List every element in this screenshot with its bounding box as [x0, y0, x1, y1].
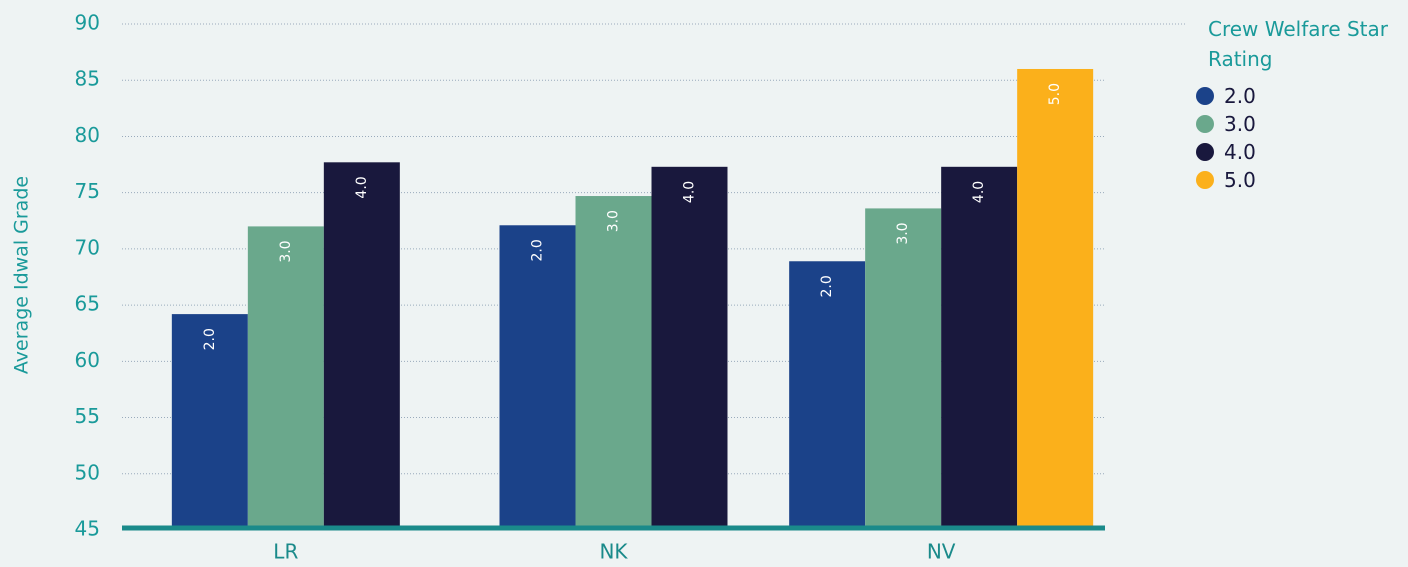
legend-swatch	[1196, 115, 1214, 133]
legend-item: 2.0	[1196, 82, 1408, 110]
legend-label: 2.0	[1224, 84, 1256, 108]
bar-label: 4.0	[354, 176, 370, 198]
y-tick-label: 60	[75, 348, 100, 372]
bar	[171, 314, 248, 530]
bar	[941, 166, 1018, 530]
y-tick-label: 90	[75, 11, 100, 35]
bar	[865, 208, 942, 531]
legend-label: 5.0	[1224, 168, 1256, 192]
x-tick-label: NV	[927, 540, 956, 564]
y-tick-label: 85	[75, 67, 100, 91]
y-tick-label: 70	[75, 235, 100, 259]
bar-label: 2.0	[819, 275, 835, 297]
legend-label: 3.0	[1224, 112, 1256, 136]
y-tick-label: 80	[75, 123, 100, 147]
bar-label: 4.0	[682, 181, 698, 203]
y-tick-label: 45	[75, 517, 100, 541]
bar	[1017, 68, 1094, 530]
y-axis-title: Average Idwal Grade	[11, 176, 33, 374]
bar-label: 2.0	[530, 239, 546, 261]
legend-label: 4.0	[1224, 140, 1256, 164]
bar-label: 4.0	[971, 181, 987, 203]
bar	[323, 162, 400, 530]
legend-swatch	[1196, 171, 1214, 189]
bar-label: 3.0	[278, 240, 294, 262]
bar	[499, 225, 576, 530]
legend-title: Crew Welfare Star Rating	[1208, 17, 1388, 71]
bar-label: 3.0	[895, 222, 911, 244]
y-tick-label: 55	[75, 404, 100, 428]
x-tick-label: NK	[599, 540, 628, 564]
legend-item: 4.0	[1196, 138, 1408, 166]
bar	[789, 261, 866, 530]
y-tick-label: 50	[75, 460, 100, 484]
y-tick-label: 65	[75, 292, 100, 316]
bar-label: 3.0	[606, 210, 622, 232]
x-tick-label: LR	[273, 540, 298, 564]
bar	[247, 226, 324, 530]
y-tick-label: 75	[75, 179, 100, 203]
bar	[651, 166, 728, 530]
bar-label: 5.0	[1047, 83, 1063, 105]
legend-swatch	[1196, 143, 1214, 161]
bar	[575, 196, 652, 531]
legend-item: 5.0	[1196, 166, 1408, 194]
legend-item: 3.0	[1196, 110, 1408, 138]
legend-swatch	[1196, 87, 1214, 105]
legend: Crew Welfare Star Rating 2.0 3.0 4.0 5.0	[1196, 14, 1408, 194]
bar-label: 2.0	[202, 328, 218, 350]
